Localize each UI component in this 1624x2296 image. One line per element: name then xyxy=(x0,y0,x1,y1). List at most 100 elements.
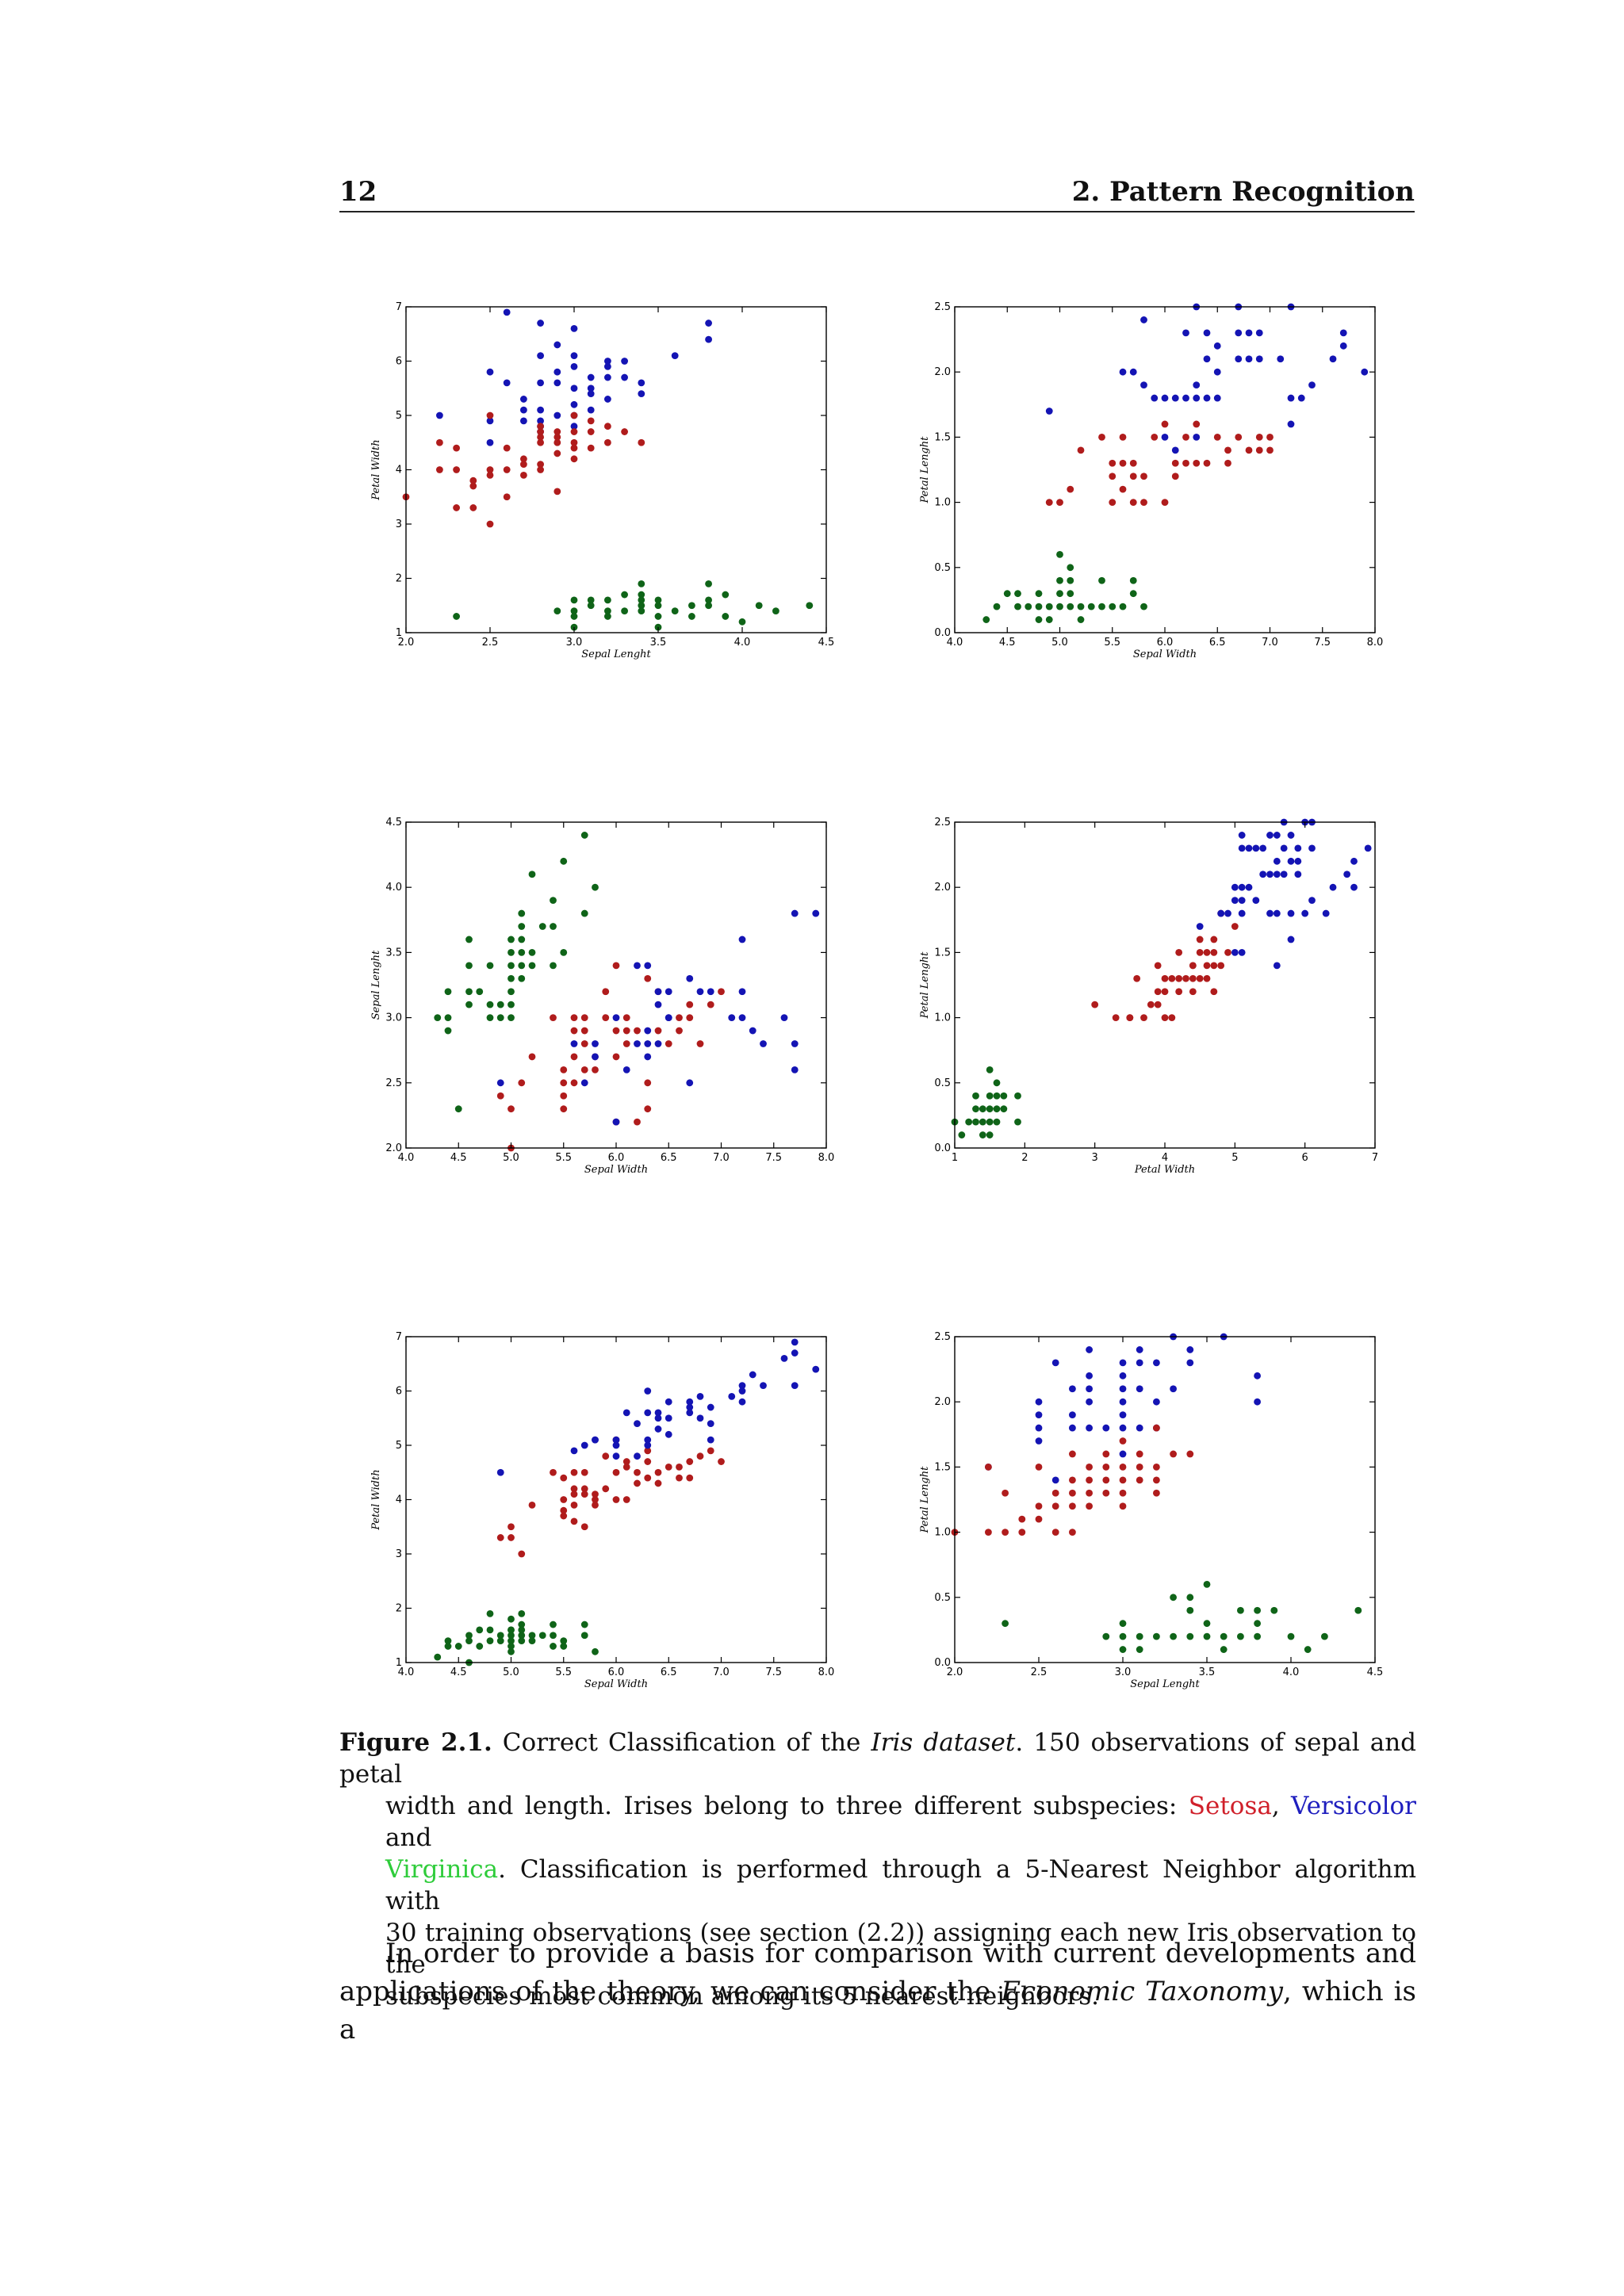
data-point-red xyxy=(560,1506,568,1514)
data-point-green xyxy=(508,1632,515,1640)
x-tick-label: 4.0 xyxy=(734,637,751,649)
y-tick-label: 5 xyxy=(396,1440,402,1452)
x-tick-label: 6.0 xyxy=(608,1152,625,1164)
data-point-green xyxy=(705,602,712,610)
x-tick-label: 3.5 xyxy=(650,637,667,649)
data-point-red xyxy=(560,1512,568,1520)
y-tick-label: 3.0 xyxy=(385,1012,402,1024)
data-point-green xyxy=(518,949,526,956)
data-point-blue xyxy=(644,1027,652,1035)
x-tick-label: 4.5 xyxy=(818,637,835,649)
data-point-blue xyxy=(634,1040,641,1047)
data-point-blue xyxy=(760,1382,767,1390)
data-point-blue xyxy=(1231,883,1239,891)
plot-frame xyxy=(954,1336,1376,1663)
data-point-blue xyxy=(612,1441,620,1449)
data-point-green xyxy=(755,602,763,610)
y-tick-label: 0.0 xyxy=(934,1657,951,1669)
x-tick-label: 5.0 xyxy=(1051,637,1068,649)
data-point-blue xyxy=(1119,1450,1127,1458)
data-point-blue xyxy=(1186,1359,1194,1367)
data-point-green xyxy=(518,962,526,970)
scatter-plot-2: 4.0 4.5 5.0 5.5 6.0 6.5 7.0 7.5 8.0 0.0 0.5 1.0 1.5 2… xyxy=(919,301,1383,660)
data-point-blue xyxy=(1119,368,1127,376)
data-point-red xyxy=(612,1053,620,1061)
body-line: In order to provide a basis for comparis… xyxy=(385,1938,1416,1969)
setosa-label: Setosa xyxy=(1188,1792,1272,1820)
data-point-green xyxy=(465,1001,473,1008)
data-point-red xyxy=(580,1040,588,1047)
data-point-blue xyxy=(1193,434,1201,441)
data-point-red xyxy=(1186,1450,1194,1458)
data-point-red xyxy=(570,428,578,435)
data-point-red xyxy=(622,1496,630,1503)
data-point-green xyxy=(580,1632,588,1640)
y-tick-label: 2.5 xyxy=(385,1077,402,1089)
data-point-green xyxy=(444,1027,452,1035)
data-point-red xyxy=(1018,1529,1026,1536)
data-point-red xyxy=(1266,446,1274,454)
data-point-blue xyxy=(1213,394,1221,402)
data-point-green xyxy=(508,1637,515,1644)
caption-text: and xyxy=(385,1823,432,1852)
data-point-red xyxy=(686,1014,694,1021)
data-point-green xyxy=(638,607,645,614)
data-point-green xyxy=(993,1118,1001,1126)
data-point-red xyxy=(537,466,544,473)
data-point-blue xyxy=(1308,381,1316,389)
data-point-red xyxy=(570,438,578,446)
data-point-blue xyxy=(791,1338,799,1346)
data-point-blue xyxy=(1280,844,1288,852)
data-point-blue xyxy=(1203,329,1211,337)
data-point-blue xyxy=(644,1436,652,1444)
data-point-blue xyxy=(570,325,578,332)
y-axis-label: Petal Width xyxy=(370,1469,382,1530)
data-point-green xyxy=(496,1632,504,1640)
data-point-blue xyxy=(612,1452,620,1460)
data-point-green xyxy=(518,974,526,982)
data-point-red xyxy=(1245,446,1253,454)
data-point-green xyxy=(1067,590,1074,598)
y-tick-label: 2.5 xyxy=(934,301,951,313)
data-point-red xyxy=(570,1053,578,1061)
data-point-red xyxy=(1210,988,1218,996)
data-point-blue xyxy=(1086,1346,1093,1353)
data-point-green xyxy=(528,949,536,956)
data-point-blue xyxy=(696,988,704,996)
data-point-red xyxy=(1213,434,1221,441)
data-point-blue xyxy=(1129,368,1137,376)
data-point-red xyxy=(1056,499,1063,506)
data-point-green xyxy=(705,596,712,604)
data-point-green xyxy=(1025,603,1032,610)
x-tick-label: 2.5 xyxy=(482,637,499,649)
data-point-red xyxy=(1154,962,1162,970)
data-point-green xyxy=(654,596,662,604)
data-point-red xyxy=(1069,1450,1076,1458)
data-point-blue xyxy=(791,1349,799,1357)
data-point-red xyxy=(622,1040,630,1047)
data-point-blue xyxy=(1287,394,1295,402)
y-tick-label: 4.0 xyxy=(385,882,402,894)
data-point-blue xyxy=(1161,394,1169,402)
data-point-red xyxy=(592,1490,599,1498)
data-point-blue xyxy=(1254,1372,1261,1380)
data-point-red xyxy=(1154,1001,1162,1008)
data-point-blue xyxy=(1182,394,1189,402)
data-point-red xyxy=(537,423,544,430)
data-point-red xyxy=(707,1447,714,1455)
data-point-red xyxy=(707,1001,714,1008)
data-point-blue xyxy=(686,1403,694,1411)
data-point-blue xyxy=(496,1079,504,1087)
data-point-red xyxy=(1175,974,1183,982)
data-point-green xyxy=(465,1632,473,1640)
x-tick-label: 4.0 xyxy=(398,1152,415,1164)
data-point-green xyxy=(638,591,645,599)
data-point-blue xyxy=(1213,342,1221,350)
y-axis-label: Petal Lenght xyxy=(919,1466,931,1534)
data-point-green xyxy=(434,1653,442,1661)
data-point-blue xyxy=(728,1392,736,1400)
data-point-green xyxy=(688,613,695,620)
data-point-red xyxy=(1161,1014,1169,1021)
data-point-red xyxy=(1136,1476,1143,1484)
data-point-red xyxy=(1129,473,1137,480)
